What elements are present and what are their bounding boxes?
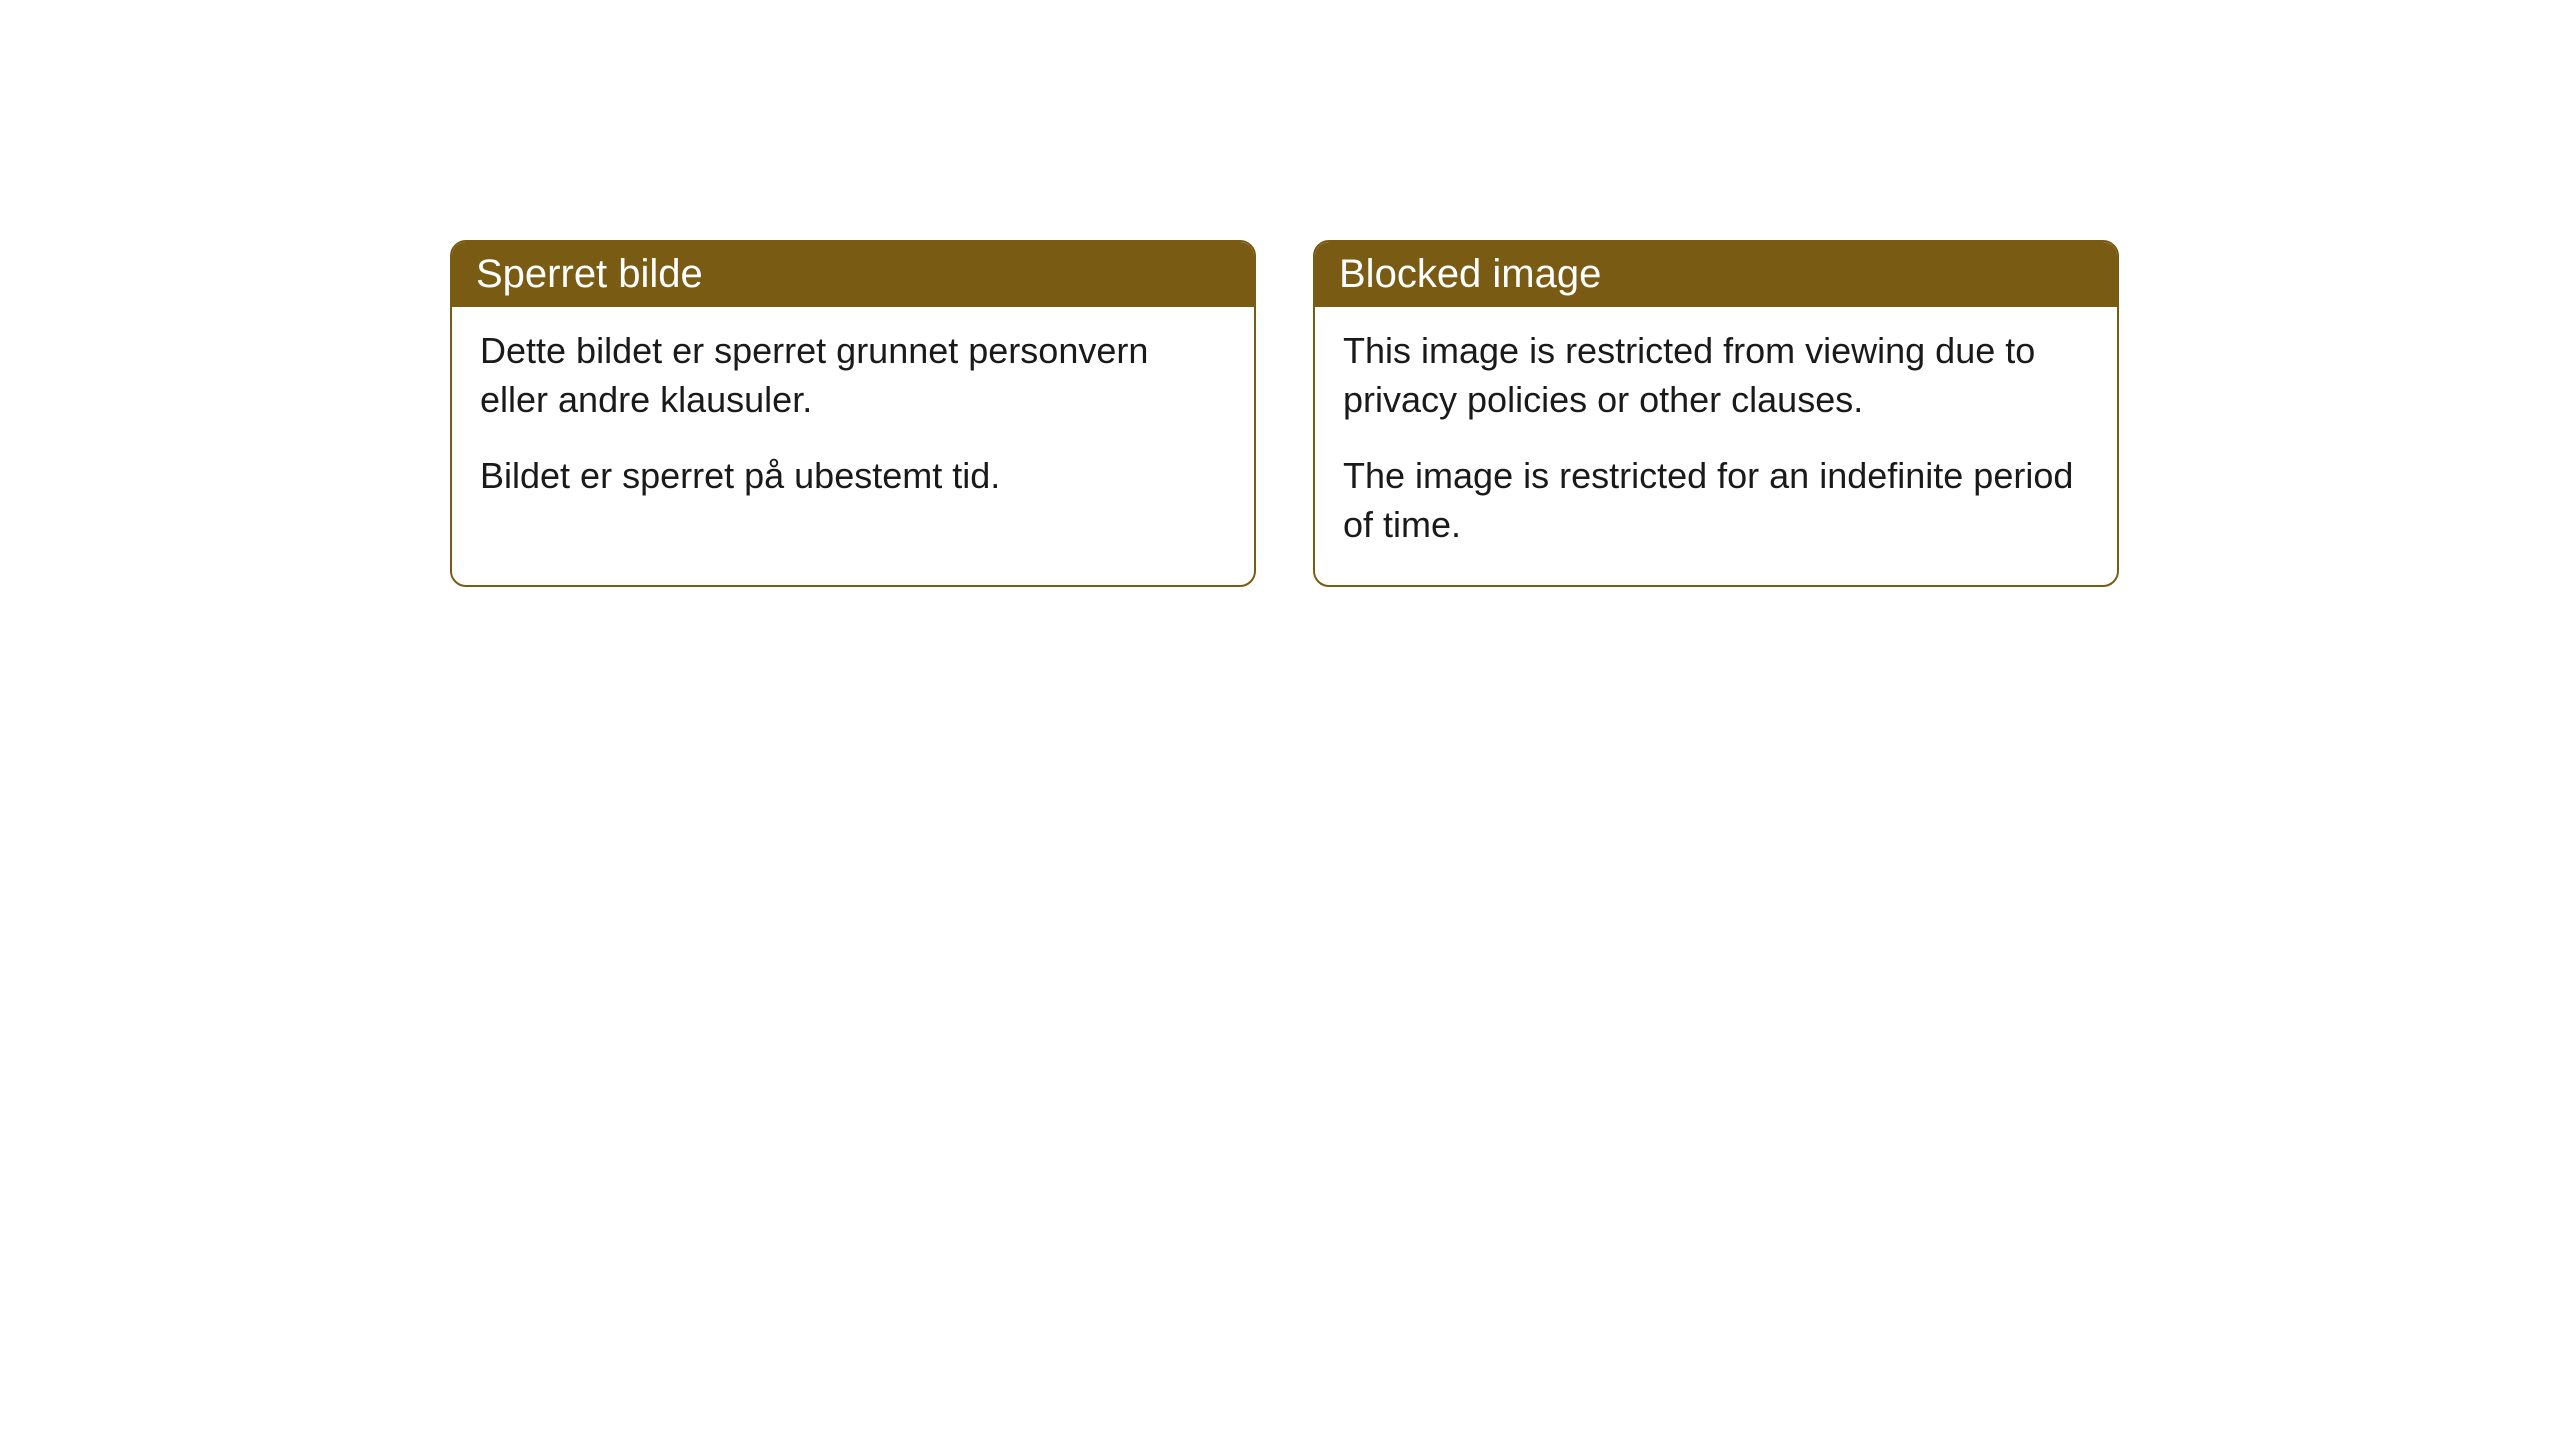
card-paragraph-1: Dette bildet er sperret grunnet personve… xyxy=(480,327,1226,424)
card-paragraph-2: Bildet er sperret på ubestemt tid. xyxy=(480,452,1226,501)
card-header-english: Blocked image xyxy=(1315,242,2117,307)
card-norwegian: Sperret bilde Dette bildet er sperret gr… xyxy=(450,240,1256,587)
cards-container: Sperret bilde Dette bildet er sperret gr… xyxy=(450,240,2119,587)
card-body-norwegian: Dette bildet er sperret grunnet personve… xyxy=(452,307,1254,537)
card-paragraph-2: The image is restricted for an indefinit… xyxy=(1343,452,2089,549)
card-paragraph-1: This image is restricted from viewing du… xyxy=(1343,327,2089,424)
card-header-norwegian: Sperret bilde xyxy=(452,242,1254,307)
card-english: Blocked image This image is restricted f… xyxy=(1313,240,2119,587)
card-body-english: This image is restricted from viewing du… xyxy=(1315,307,2117,585)
